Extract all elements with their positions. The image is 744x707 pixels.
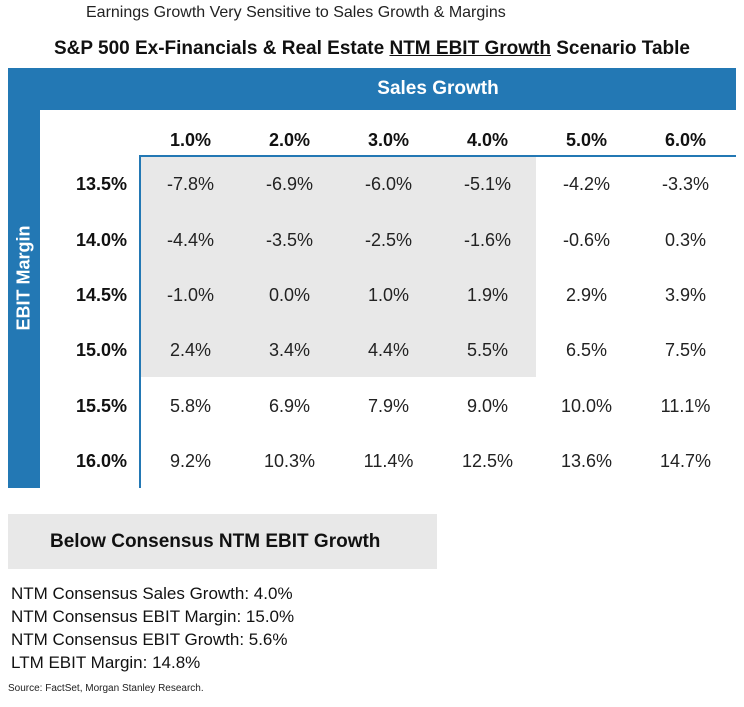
row-header: 14.5% [75,285,127,305]
table-cell: -6.9% [265,174,314,194]
column-header: 2.0% [268,130,311,150]
table-cell: -4.4% [166,230,215,250]
ebit-margin-header-bar [8,68,40,488]
table-cell: 10.3% [263,451,316,471]
note-item: LTM EBIT Margin: 14.8% [11,653,201,672]
table-cell: -2.5% [364,230,413,250]
table-cell: 4.4% [367,340,410,360]
row-header: 16.0% [75,451,127,471]
table-cell: 11.4% [363,451,414,471]
table-cell: 9.0% [466,396,509,416]
table-title: S&P 500 Ex-Financials & Real Estate NTM … [0,38,744,60]
table-cell: 7.9% [367,396,410,416]
table-cell: -3.5% [265,230,314,250]
ebit-margin-label-wrap: EBIT Margin [8,68,40,488]
table-cell: 2.9% [565,285,608,305]
table-cell: 10.0% [560,396,613,416]
table-cell: 0.3% [664,230,707,250]
table-cell: 9.2% [169,451,212,471]
table-cell: 13.6% [560,451,613,471]
row-divider-line [139,157,141,488]
table-cell: 14.7% [659,451,712,471]
row-header: 13.5% [75,174,127,194]
row-header: 15.0% [75,340,127,360]
ebit-margin-label: EBIT Margin [13,225,34,331]
table-cell: -7.8% [166,174,215,194]
table-cell: 0.0% [268,285,311,305]
below-consensus-shading [141,157,536,377]
note-item: NTM Consensus EBIT Growth: 5.6% [11,630,288,649]
table-cell: 6.5% [565,340,608,360]
consensus-notes: NTM Consensus Sales Growth: 4.0% NTM Con… [11,582,294,674]
table-cell: -5.1% [463,174,512,194]
note-item: NTM Consensus EBIT Margin: 15.0% [11,607,295,626]
table-cell: 12.5% [461,451,514,471]
table-cell: -1.6% [463,230,512,250]
table-cell: 1.9% [466,285,509,305]
legend-box-label: Below Consensus NTM EBIT Growth [50,531,381,552]
table-cell: 11.1% [660,396,711,416]
table-cell: -0.6% [562,230,611,250]
table-cell: 1.0% [367,285,410,305]
column-header: 1.0% [169,130,212,150]
header-divider-line [139,155,736,157]
column-header: 3.0% [367,130,410,150]
title-prefix: S&P 500 Ex-Financials & Real Estate [54,38,390,59]
title-underlined: NTM EBIT Growth [389,38,551,59]
table-cell: 6.9% [268,396,311,416]
table-cell: 3.4% [268,340,311,360]
table-cell: 7.5% [664,340,707,360]
title-suffix: Scenario Table [550,38,690,59]
subtitle: Earnings Growth Very Sensitive to Sales … [86,4,506,21]
table-cell: -1.0% [166,285,215,305]
row-header: 15.5% [75,396,127,416]
note-item: NTM Consensus Sales Growth: 4.0% [11,584,293,603]
column-header: 5.0% [565,130,608,150]
table-cell: 5.8% [169,396,212,416]
source-note: Source: FactSet, Morgan Stanley Research… [8,683,204,694]
table-cell: 2.4% [169,340,212,360]
table-cell: 5.5% [466,340,509,360]
row-header: 14.0% [75,230,127,250]
table-cell: -3.3% [661,174,710,194]
column-header: 4.0% [466,130,509,150]
table-cell: 3.9% [664,285,707,305]
table-cell: -4.2% [562,174,611,194]
legend-box: Below Consensus NTM EBIT Growth [8,514,437,569]
sales-growth-header-bar [8,68,736,110]
sales-growth-label: Sales Growth [377,78,499,99]
table-cell: -6.0% [364,174,413,194]
column-header: 6.0% [664,130,707,150]
